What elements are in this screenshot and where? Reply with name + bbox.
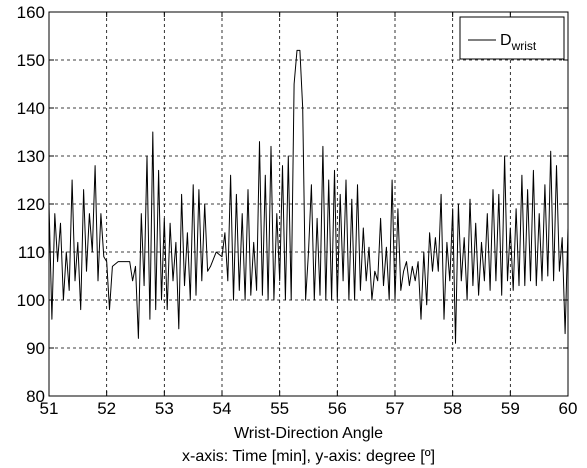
x-axis-label: Wrist-Direction Angle [234, 425, 383, 442]
x-tick-label: 56 [328, 399, 347, 418]
y-tick-label: 130 [17, 147, 45, 166]
series-line [48, 49, 569, 344]
x-tick-label: 51 [40, 399, 59, 418]
legend-entry: Dwrist [500, 32, 537, 53]
legend-box [459, 16, 565, 60]
series-layer [48, 49, 569, 344]
plot-frame [48, 11, 569, 397]
x-tick-label: 55 [270, 399, 289, 418]
y-tick-label: 140 [17, 99, 45, 118]
y-tick-label: 90 [26, 339, 45, 358]
legend-label: D [500, 32, 512, 49]
y-tick-label: 160 [17, 3, 45, 22]
x-tick-label: 59 [501, 399, 520, 418]
y-tick-label: 100 [17, 291, 45, 310]
legend-subscript: wrist [511, 39, 537, 53]
chart-caption: x-axis: Time [min], y-axis: degree [º] [182, 448, 435, 465]
x-tick-label: 52 [97, 399, 116, 418]
y-tick-label: 120 [17, 195, 45, 214]
y-tick-label: 110 [18, 243, 45, 262]
y-tick-label: 80 [26, 387, 45, 406]
x-tick-label: 57 [386, 399, 405, 418]
x-tick-label: 58 [443, 399, 462, 418]
x-tick-labels: 51 52 53 54 55 56 57 58 59 60 [40, 399, 578, 418]
x-tick-label: 53 [155, 399, 174, 418]
legend: Dwrist [459, 16, 565, 60]
grid-lines [49, 12, 568, 396]
x-tick-label: 60 [559, 399, 578, 418]
x-tick-label: 54 [213, 399, 232, 418]
y-tick-label: 150 [17, 51, 45, 70]
y-tick-labels: 80 90 100 110 120 130 140 150 160 [17, 3, 45, 406]
